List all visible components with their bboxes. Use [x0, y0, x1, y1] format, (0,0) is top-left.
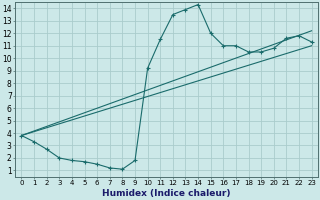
X-axis label: Humidex (Indice chaleur): Humidex (Indice chaleur) [102, 189, 231, 198]
